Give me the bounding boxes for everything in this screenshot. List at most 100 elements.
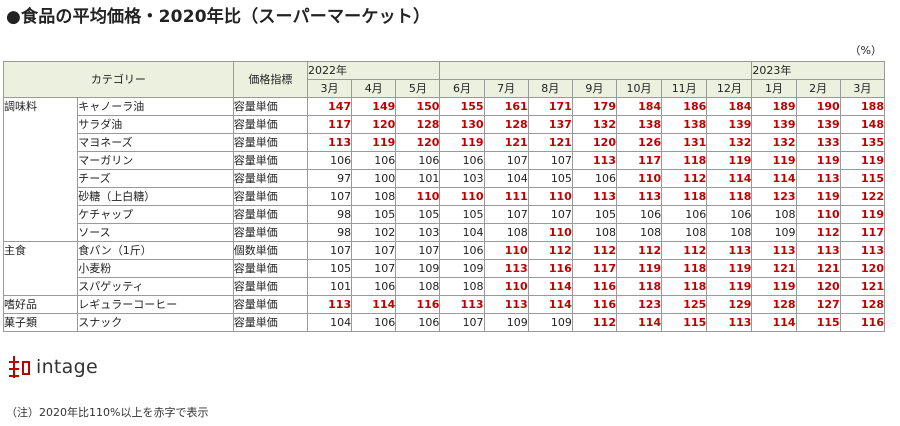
value-cell: 112 [571,313,617,332]
item-name: マーガリン [77,151,234,170]
value-cell: 110 [615,169,663,188]
value-cell: 121 [483,133,529,152]
value-cell: 114 [751,169,797,188]
value-cell: 108 [706,223,753,242]
value-cell: 150 [395,97,441,116]
table-row: 調味料 キャノーラ油 容量単価 147 149 150 155 161 171 179 184 186… [2,97,886,242]
price-index: 容量単価 [232,169,308,188]
table-row: マーガリン 容量単価 106 106 106 106 107 107 113 117 118 119 1… [4,151,886,170]
item-name: キャノーラ油 [77,97,234,116]
item-name: スパゲッティ [77,277,234,296]
item-name: マヨネーズ [77,133,234,152]
value-cell: 101 [306,277,353,296]
value-cell: 105 [571,205,617,224]
price-table: カテゴリー 価格指標 2022年 2023年 3月 4月 5月 6月 7月 8月 9月 10月… [2,61,886,332]
value-cell: 114 [527,277,573,296]
value-cell: 113 [706,241,753,260]
value-cell: 113 [306,295,353,314]
value-cell: 125 [661,295,708,314]
value-cell: 114 [706,169,753,188]
value-cell: 120 [395,133,441,152]
group-label: 菓子類 [2,313,79,332]
price-index: 容量単価 [232,223,308,242]
value-cell: 109 [439,259,485,278]
value-cell: 113 [483,295,529,314]
year-2022-header: 2022年 [306,61,441,80]
table-row: 菓子類 スナック 容量単価 104 106 106 107 109 109 112 114 115 11… [2,313,886,332]
value-cell: 119 [839,151,886,170]
value-cell: 128 [839,295,886,314]
value-cell: 113 [751,241,797,260]
value-cell: 106 [351,277,397,296]
value-cell: 110 [795,205,841,224]
value-cell: 108 [571,223,617,242]
table-row: スパゲッティ 容量単価 101 106 108 108 110 114 116 118 118 119… [4,277,886,296]
month-header: 3月 [306,79,353,98]
value-cell: 149 [351,97,397,116]
value-cell: 106 [439,241,485,260]
value-cell: 188 [839,97,886,116]
value-cell: 108 [351,187,397,206]
value-cell: 132 [571,115,617,134]
unit-label: （%） [849,44,882,57]
month-header: 9月 [571,79,617,98]
month-header: 10月 [615,79,663,98]
value-cell: 112 [571,241,617,260]
value-cell: 113 [795,241,841,260]
value-cell: 138 [661,115,708,134]
value-cell: 106 [615,205,663,224]
value-cell: 116 [395,295,441,314]
value-cell: 155 [439,97,485,116]
value-cell: 112 [615,241,663,260]
value-cell: 106 [661,205,708,224]
value-cell: 113 [571,151,617,170]
value-cell: 105 [395,205,441,224]
value-cell: 190 [795,97,841,116]
value-cell: 135 [839,133,886,152]
value-cell: 119 [706,277,753,296]
value-cell: 105 [351,205,397,224]
value-cell: 131 [661,133,708,152]
value-cell: 129 [706,295,753,314]
value-cell: 110 [483,277,529,296]
value-cell: 110 [483,241,529,260]
value-cell: 111 [483,187,529,206]
value-cell: 113 [706,313,753,332]
value-cell: 107 [483,151,529,170]
table-row: 嗜好品 レギュラーコーヒー 容量単価 113 114 116 113 113 114 116 123… [2,295,886,314]
value-cell: 108 [483,223,529,242]
item-name: ケチャップ [77,205,234,224]
value-cell: 110 [395,187,441,206]
value-cell: 104 [306,313,353,332]
value-cell: 139 [706,115,753,134]
value-cell: 116 [571,295,617,314]
value-cell: 139 [795,115,841,134]
table-body: 調味料 キャノーラ油 容量単価 147 149 150 155 161 171 179 184 186… [2,97,886,332]
value-cell: 115 [839,169,886,188]
table-row: チーズ 容量単価 97 100 101 103 104 105 106 110 112 114 114 1… [4,169,886,188]
item-name: 食パン（1斤） [77,241,234,260]
month-header: 5月 [395,79,441,98]
value-cell: 121 [795,259,841,278]
price-index: 容量単価 [232,295,308,314]
item-name: 砂糖（上白糖） [77,187,234,206]
value-cell: 112 [527,241,573,260]
value-cell: 113 [615,187,663,206]
table-row: マヨネーズ 容量単価 113 119 120 119 121 121 120 126 131 132 1… [4,133,886,152]
value-cell: 107 [306,187,353,206]
value-cell: 105 [439,205,485,224]
month-header: 8月 [527,79,573,98]
value-cell: 171 [527,97,573,116]
value-cell: 122 [839,187,886,206]
item-name: ソース [77,223,234,242]
value-cell: 119 [439,133,485,152]
value-cell: 128 [483,115,529,134]
value-cell: 114 [751,313,797,332]
value-cell: 106 [395,151,441,170]
value-cell: 118 [661,259,708,278]
value-cell: 115 [795,313,841,332]
value-cell: 117 [615,151,663,170]
value-cell: 105 [306,259,353,278]
value-cell: 106 [395,313,441,332]
value-cell: 118 [706,187,753,206]
